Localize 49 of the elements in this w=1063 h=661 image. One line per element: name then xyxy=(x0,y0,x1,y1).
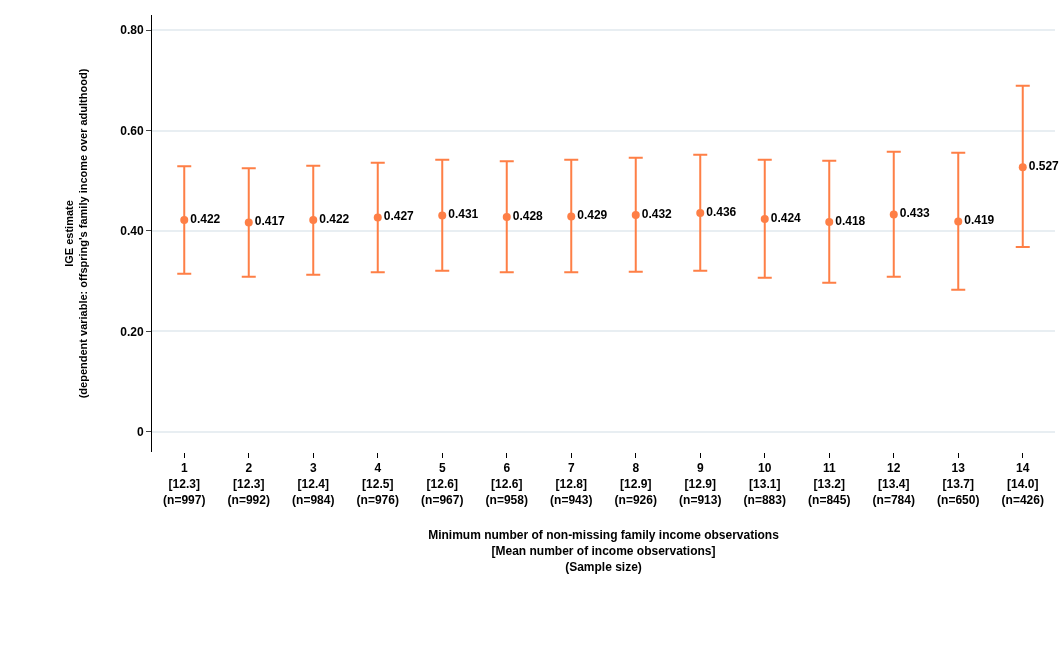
x-tick-label: 14 [14.0] (n=426) xyxy=(1001,461,1044,507)
data-label: 0.432 xyxy=(641,206,673,221)
data-label: 0.422 xyxy=(319,211,350,226)
point xyxy=(438,211,447,220)
data-label: 0.417 xyxy=(254,214,286,229)
y-axis-title: IGE estimate (dependent variable: offspring's family income over adulthood) xyxy=(62,68,89,399)
data-label: 0.428 xyxy=(512,208,544,223)
x-tick-label: 9 [12.9] (n=913) xyxy=(679,461,722,507)
point xyxy=(760,214,769,223)
point xyxy=(373,213,382,222)
point xyxy=(631,210,640,219)
point xyxy=(696,208,705,217)
x-tick-label: 6 [12.6] (n=958) xyxy=(485,461,528,507)
x-tick-label: 11 [13.2] (n=845) xyxy=(808,461,851,507)
x-tick-label: 4 [12.5] (n=976) xyxy=(356,461,399,507)
point xyxy=(1018,163,1027,172)
x-tick-label: 1 [12.3] (n=997) xyxy=(163,461,206,507)
y-tick-label: 0.60 xyxy=(120,123,144,138)
data-label: 0.418 xyxy=(835,213,866,228)
x-tick-label: 5 [12.6] (n=967) xyxy=(421,461,464,507)
point xyxy=(309,215,318,224)
x-tick-label: 3 [12.4] (n=984) xyxy=(292,461,335,507)
y-tick-label: 0.20 xyxy=(120,324,144,339)
data-label: 0.431 xyxy=(448,207,479,222)
data-label: 0.436 xyxy=(706,204,737,219)
point xyxy=(244,218,253,227)
y-tick-label: 0.40 xyxy=(120,224,144,239)
point xyxy=(180,215,189,224)
x-tick-label: 13 [13.7] (n=650) xyxy=(937,461,980,507)
point xyxy=(889,210,898,219)
x-axis-title: Minimum number of non-missing family income observations [Mean number of income observations] (Sample size) xyxy=(428,528,780,574)
x-tick-label: 10 [13.1] (n=883) xyxy=(743,461,786,507)
point xyxy=(825,217,834,226)
x-tick-label: 8 [12.9] (n=926) xyxy=(614,461,657,507)
x-tick-label: 7 [12.8] (n=943) xyxy=(550,461,593,507)
data-label: 0.527 xyxy=(1028,159,1060,174)
data-label: 0.429 xyxy=(577,208,608,223)
point xyxy=(567,212,576,221)
y-tick-label: 0 xyxy=(136,425,144,440)
y-tick-label: 0.80 xyxy=(120,23,144,38)
x-tick-label: 2 [12.3] (n=992) xyxy=(227,461,270,507)
x-tick-label: 12 [13.4] (n=784) xyxy=(872,461,915,507)
data-label: 0.422 xyxy=(190,211,221,226)
data-label: 0.419 xyxy=(964,213,995,228)
point xyxy=(502,212,511,221)
point xyxy=(954,217,963,226)
data-label: 0.427 xyxy=(383,209,415,224)
data-label: 0.433 xyxy=(899,206,931,221)
data-label: 0.424 xyxy=(770,210,802,225)
